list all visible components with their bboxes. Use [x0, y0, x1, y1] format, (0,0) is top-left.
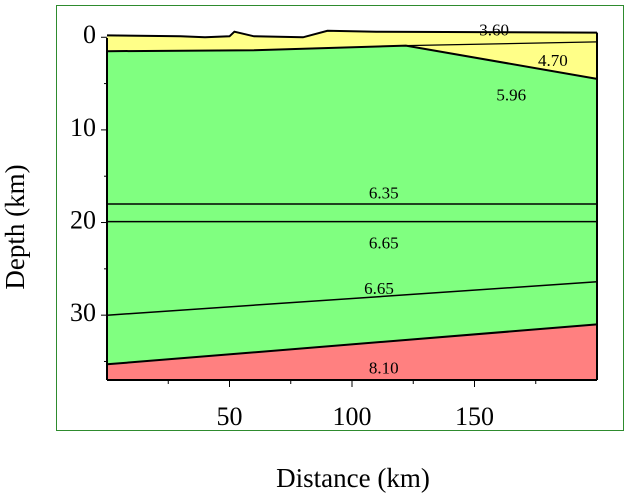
boundary-b5 — [106, 281, 598, 316]
velocity-label-lower-crust: 6.65 — [364, 279, 394, 298]
crust-fill — [107, 45, 597, 365]
x-tick-label: 50 — [217, 402, 243, 431]
axes: 50 100 150 0 10 20 30 — [70, 20, 598, 431]
y-tick-label: 30 — [70, 298, 96, 327]
velocity-label-sediment: 3.60 — [479, 21, 509, 40]
velocity-label-upper-crust: 5.96 — [496, 85, 526, 104]
sediment-fill — [107, 30, 597, 79]
boundary-b2 — [405, 41, 598, 47]
layer-fills — [107, 30, 597, 380]
boundary-b1 — [106, 44, 598, 80]
velocity-label-mantle: 8.10 — [369, 359, 399, 378]
x-tick-label: 150 — [455, 402, 494, 431]
figure-frame — [56, 5, 624, 431]
y-tick-label: 10 — [70, 113, 96, 142]
x-tick-label: 100 — [333, 402, 372, 431]
x-axis-title: Distance (km) — [276, 463, 430, 493]
y-axis-title: Depth (km) — [0, 164, 30, 289]
velocity-label-upper-crust-base: 6.35 — [369, 184, 399, 203]
y-tick-label: 0 — [83, 20, 96, 49]
velocity-labels: 3.60 4.70 5.96 6.35 6.65 6.65 8.10 — [364, 21, 568, 378]
y-tick-label: 20 — [70, 205, 96, 234]
boundary-b6 — [106, 323, 598, 366]
mantle-fill — [107, 324, 597, 380]
velocity-label-thin-layer: 6.65 — [369, 234, 399, 253]
surface-line — [106, 29, 598, 39]
velocity-label-wedge: 4.70 — [538, 51, 568, 70]
